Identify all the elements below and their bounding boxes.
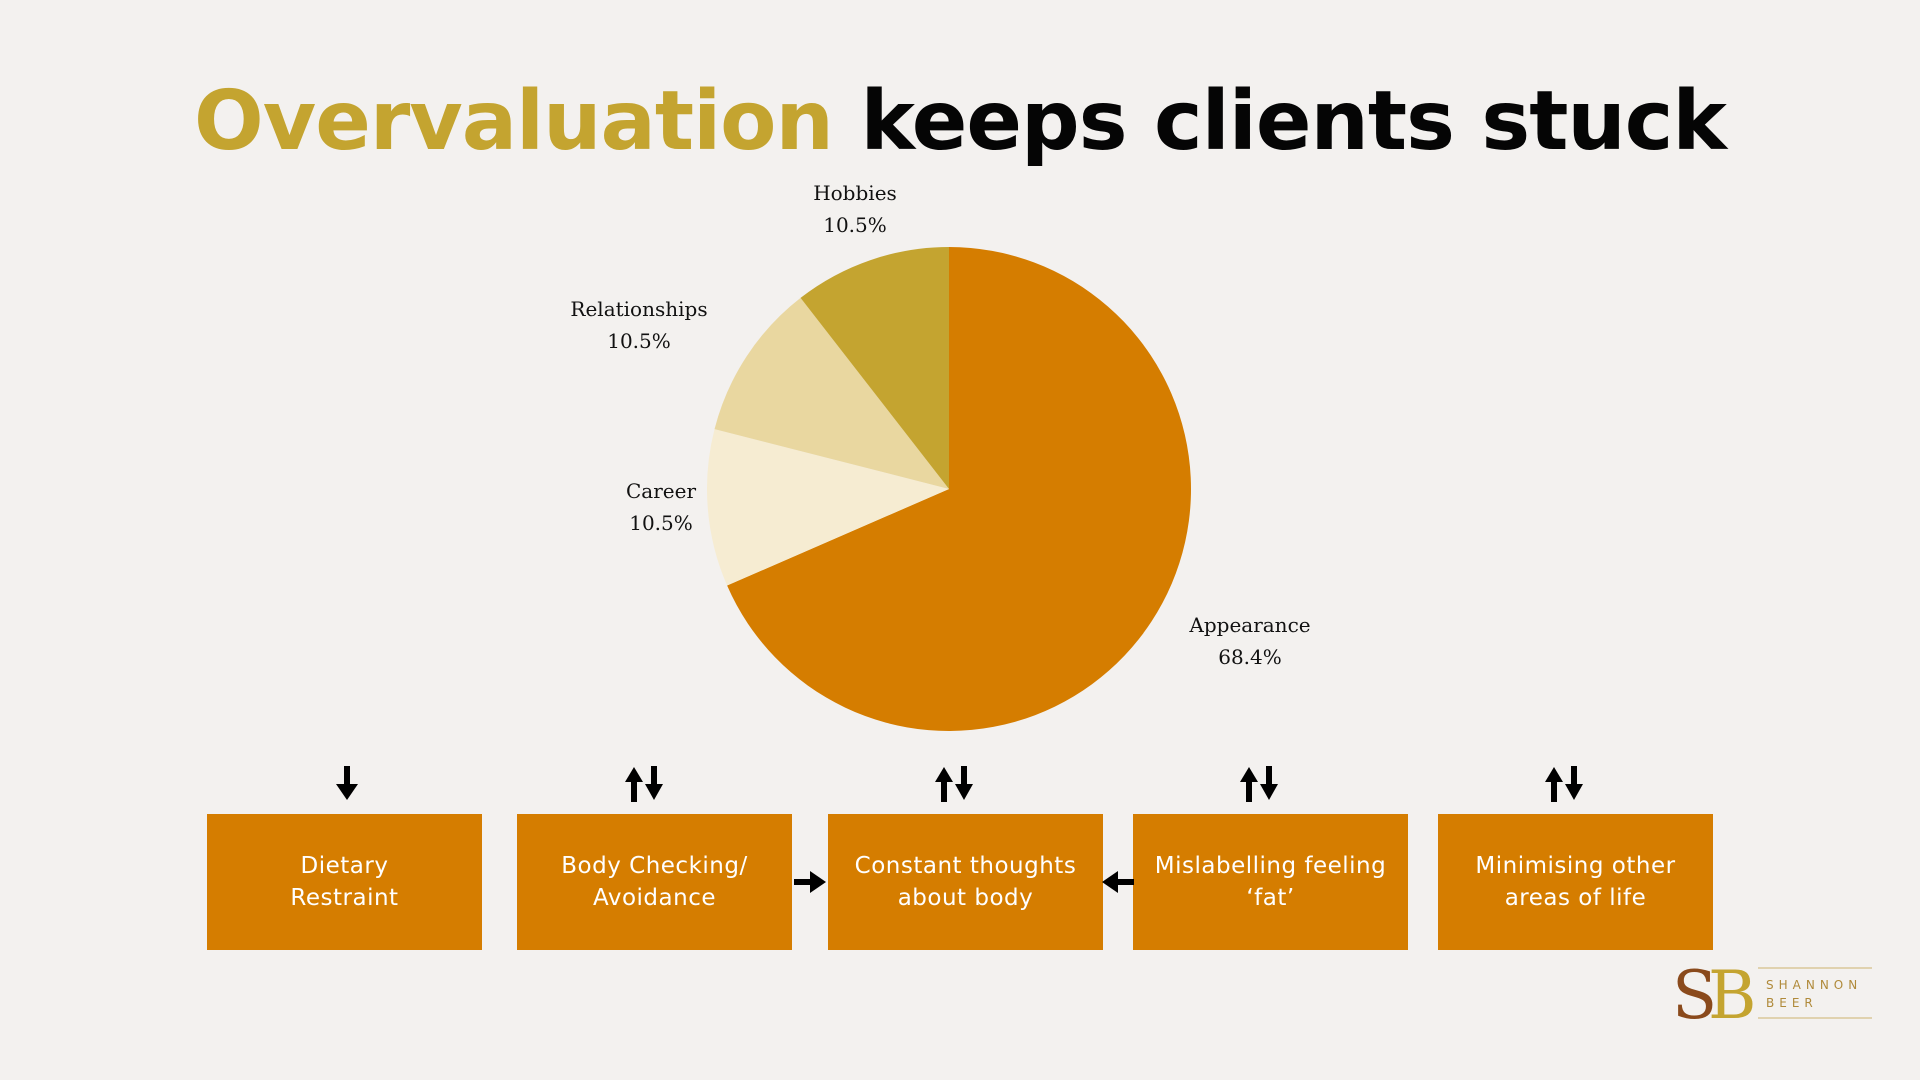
page-title: Overvaluation keeps clients stuck <box>0 72 1920 172</box>
pie-label-career: Career <box>626 479 696 503</box>
logo-b: B <box>1708 958 1757 1028</box>
title-accent: Overvaluation <box>194 74 834 169</box>
pie-slice-relationships <box>714 297 949 489</box>
left-arrow-icon <box>1102 871 1134 893</box>
pie-value-appearance: 68.4% <box>1218 645 1282 669</box>
pie-label-relationships: Relationships <box>570 297 707 321</box>
up-down-arrows-icon <box>935 766 973 802</box>
up-down-arrows-icon <box>1240 766 1278 802</box>
pie-label-hobbies: Hobbies <box>813 181 897 205</box>
logo-s: S <box>1672 958 1717 1028</box>
right-arrow-icon <box>794 871 826 893</box>
box-mislabelling-fat: Mislabelling feeling ‘fat’ <box>1133 814 1408 950</box>
pie-chart: Appearance 68.4% Career 10.5% Relationships 1… <box>570 181 1311 731</box>
pie-value-career: 10.5% <box>629 511 693 535</box>
logo-name-line1: SHANNON <box>1766 978 1862 992</box>
down-arrow-icon <box>336 766 358 800</box>
box-minimising-life: Minimising other areas of life <box>1438 814 1713 950</box>
box-constant-thoughts: Constant thoughts about body <box>828 814 1103 950</box>
pie-value-hobbies: 10.5% <box>823 213 887 237</box>
up-down-arrows-icon <box>625 766 663 802</box>
box-label: Mislabelling feeling ‘fat’ <box>1154 853 1387 911</box>
up-down-arrows-icon <box>1545 766 1583 802</box>
pie-slice-appearance <box>727 247 1191 731</box>
box-label: Minimising other areas of life <box>1475 853 1676 911</box>
box-label: Body Checking/ Avoidance <box>561 853 748 911</box>
pie-value-relationships: 10.5% <box>607 329 671 353</box>
box-dietary-restraint: Dietary Restraint <box>207 814 482 950</box>
pie-label-appearance: Appearance <box>1188 613 1310 637</box>
box-body-checking: Body Checking/ Avoidance <box>517 814 792 950</box>
title-rest: keeps clients stuck <box>832 74 1727 169</box>
box-label: Constant thoughts about body <box>854 853 1077 911</box>
pie-slice-hobbies <box>800 247 949 489</box>
pie-slice-career <box>707 429 949 586</box>
logo-name-line2: BEER <box>1766 996 1818 1010</box>
shannon-beer-logo: SB S B SHANNON BEER <box>1672 958 1872 1028</box>
box-label: Dietary Restraint <box>290 853 399 911</box>
